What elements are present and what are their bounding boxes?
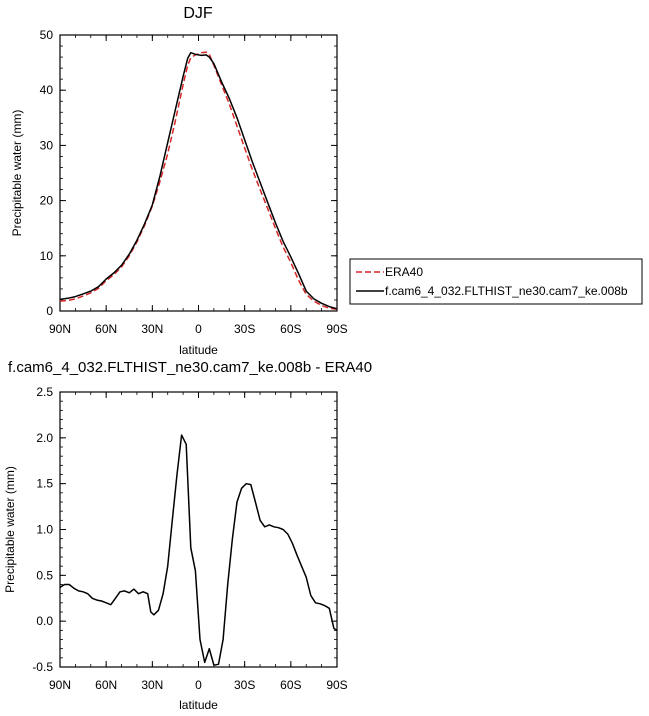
chart-1-series-1-line (59, 51, 338, 311)
chart-1-x-tick-label: 30N (141, 322, 163, 336)
chart-2-y-tick-label: 0.5 (36, 568, 53, 582)
chart-1-x-tick-label: 90S (326, 322, 347, 336)
chart-2-x-tick-label: 60N (95, 678, 117, 692)
chart-2-x-tick-label: 60S (280, 678, 301, 692)
chart-1-y-tick-label: 50 (40, 28, 54, 42)
chart-1-x-tick-label: 60S (280, 322, 301, 336)
chart-1-y-tick-label: 10 (40, 249, 54, 263)
chart-1-x-tick-label: 90N (49, 322, 71, 336)
chart-2-y-tick-label: 1.5 (36, 477, 53, 491)
chart-2-series-1-line (59, 434, 338, 666)
chart-2-x-tick-label: 90S (326, 678, 347, 692)
chart-1-y-tick-label: 20 (40, 194, 54, 208)
chart-2-x-tick-label: 90N (49, 678, 71, 692)
chart-1-x-axis-label: latitude (179, 343, 218, 357)
chart-2-x-axis-label: latitude (179, 698, 218, 712)
chart-1-y-axis-label: Precipitable water (mm) (10, 110, 24, 237)
chart-2-x-tick-label: 30S (234, 678, 255, 692)
chart-2-y-tick-label: 0.0 (36, 614, 53, 628)
chart-1-title: DJF (183, 5, 213, 22)
chart-1-x-tick-label: 30S (234, 322, 255, 336)
chart-1-legend-label-1: ERA40 (385, 265, 423, 279)
chart-2-title: f.cam6_4_032.FLTHIST_ne30.cam7_ke.008b -… (8, 359, 372, 376)
chart-1-y-tick-label: 40 (40, 83, 54, 97)
chart-2-y-tick-label: -0.5 (32, 660, 53, 674)
chart-1-series-2-line (59, 51, 338, 310)
chart-1-x-tick-label: 60N (95, 322, 117, 336)
chart-1-y-tick-label: 30 (40, 138, 54, 152)
chart-2-x-tick-label: 30N (141, 678, 163, 692)
chart-2-x-tick-label: 0 (195, 678, 202, 692)
chart-2-y-tick-label: 2.0 (36, 431, 53, 445)
chart-1-plot-frame (59, 34, 338, 312)
chart-2-y-tick-label: 1.0 (36, 523, 53, 537)
chart-1-x-tick-label: 0 (195, 322, 202, 336)
chart-1-legend-box (349, 258, 643, 305)
chart-1-y-tick-label: 0 (46, 304, 53, 318)
chart-2-y-axis-label: Precipitable water (mm) (3, 466, 17, 593)
chart-1-legend-label-2: f.cam6_4_032.FLTHIST_ne30.cam7_ke.008b (385, 284, 628, 298)
chart-2-y-tick-label: 2.5 (36, 385, 53, 399)
